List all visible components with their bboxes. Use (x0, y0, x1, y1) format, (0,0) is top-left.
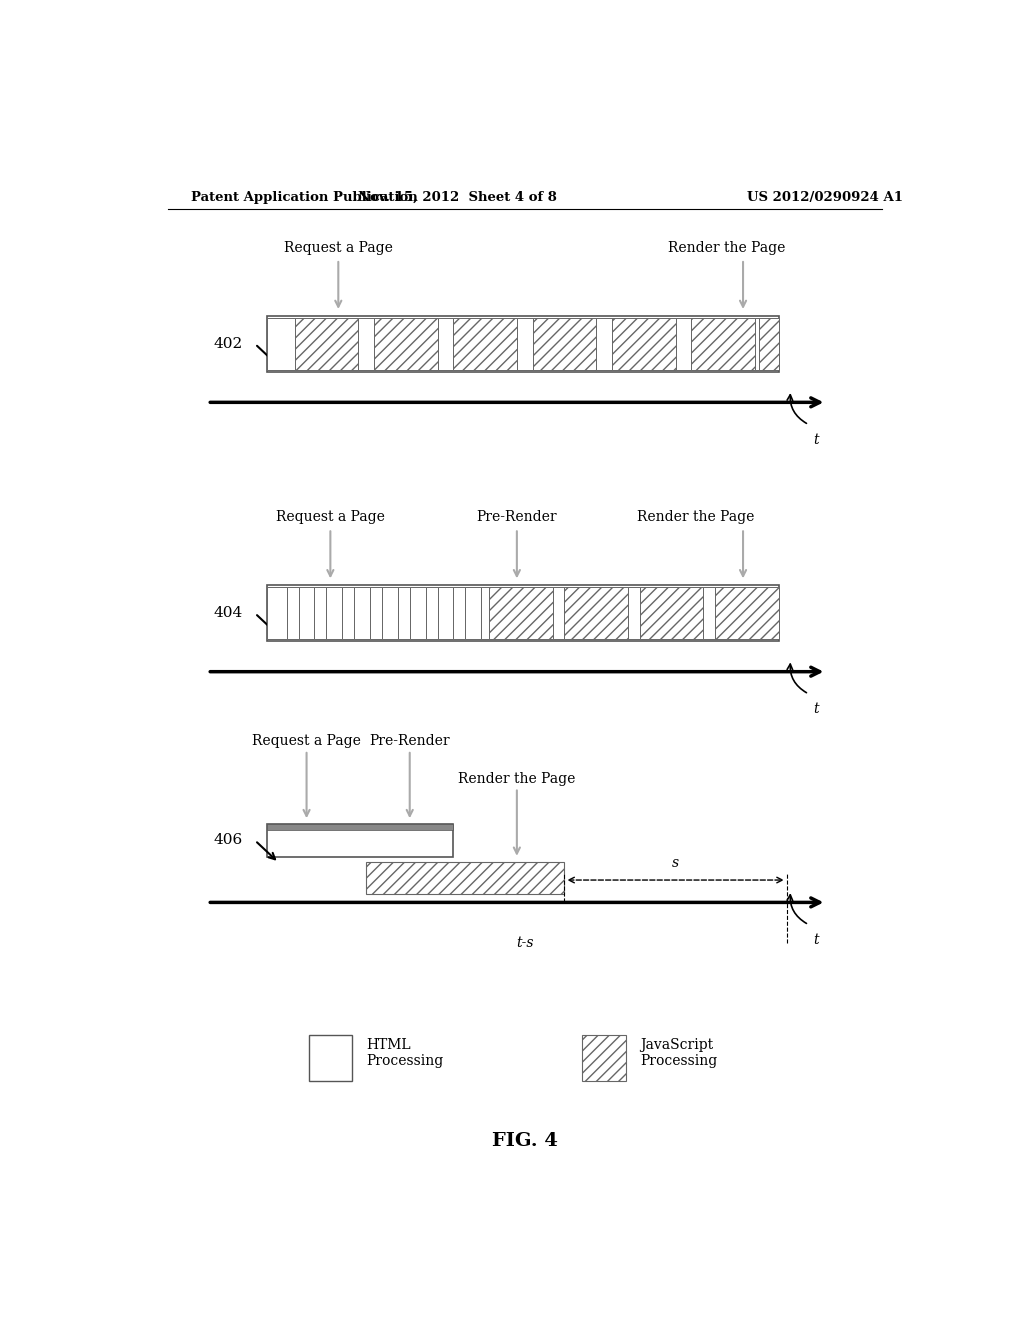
Text: Render the Page: Render the Page (669, 242, 785, 255)
Bar (755, 318, 759, 370)
Bar (481, 587, 489, 639)
Text: Render the Page: Render the Page (637, 511, 754, 524)
Bar (454, 318, 517, 370)
Bar (382, 587, 397, 639)
Bar (367, 862, 564, 894)
Bar (564, 587, 628, 639)
Bar (267, 315, 778, 372)
Text: Pre-Render: Pre-Render (476, 511, 557, 524)
Bar (267, 824, 454, 830)
Bar (410, 587, 426, 639)
Text: s: s (672, 855, 679, 870)
Text: t: t (813, 433, 818, 447)
Bar (759, 318, 778, 370)
Text: Render the Page: Render the Page (458, 771, 575, 785)
Text: Request a Page: Request a Page (252, 734, 361, 748)
Text: JavaScript
Processing: JavaScript Processing (640, 1038, 718, 1068)
Text: 402: 402 (214, 337, 243, 351)
Text: US 2012/0290924 A1: US 2012/0290924 A1 (748, 191, 903, 203)
Bar (553, 587, 564, 639)
Text: HTML
Processing: HTML Processing (367, 1038, 443, 1068)
Bar (703, 587, 715, 639)
Text: t-s: t-s (516, 936, 534, 950)
Bar (397, 587, 410, 639)
Text: FIG. 4: FIG. 4 (492, 1133, 558, 1150)
Text: t: t (813, 933, 818, 946)
Bar (287, 587, 299, 639)
Bar (299, 587, 314, 639)
Bar (532, 318, 596, 370)
Bar (596, 318, 612, 370)
Bar (465, 587, 481, 639)
Bar (327, 587, 342, 639)
Bar (308, 1035, 352, 1081)
Bar (612, 318, 676, 370)
Text: t: t (813, 702, 818, 717)
Bar (358, 318, 374, 370)
Bar (314, 587, 327, 639)
Bar (267, 587, 287, 639)
Bar (342, 587, 354, 639)
Bar (267, 318, 295, 370)
Text: 406: 406 (214, 833, 243, 847)
Bar (676, 318, 691, 370)
Bar (454, 587, 465, 639)
Bar (426, 587, 437, 639)
Bar (354, 587, 370, 639)
Bar (267, 585, 778, 642)
Bar (437, 587, 454, 639)
Text: 404: 404 (214, 606, 243, 620)
Bar (691, 318, 755, 370)
Text: Request a Page: Request a Page (284, 242, 393, 255)
Bar (370, 587, 382, 639)
Text: Nov. 15, 2012  Sheet 4 of 8: Nov. 15, 2012 Sheet 4 of 8 (358, 191, 557, 203)
Text: Request a Page: Request a Page (275, 511, 385, 524)
Bar (583, 1035, 626, 1081)
Text: Patent Application Publication: Patent Application Publication (191, 191, 418, 203)
Bar (628, 587, 640, 639)
Bar (267, 824, 454, 857)
Bar (374, 318, 437, 370)
Bar (489, 587, 553, 639)
Text: Pre-Render: Pre-Render (370, 734, 450, 748)
Bar (517, 318, 532, 370)
Bar (295, 318, 358, 370)
Bar (437, 318, 454, 370)
Bar (715, 587, 778, 639)
Bar (640, 587, 703, 639)
